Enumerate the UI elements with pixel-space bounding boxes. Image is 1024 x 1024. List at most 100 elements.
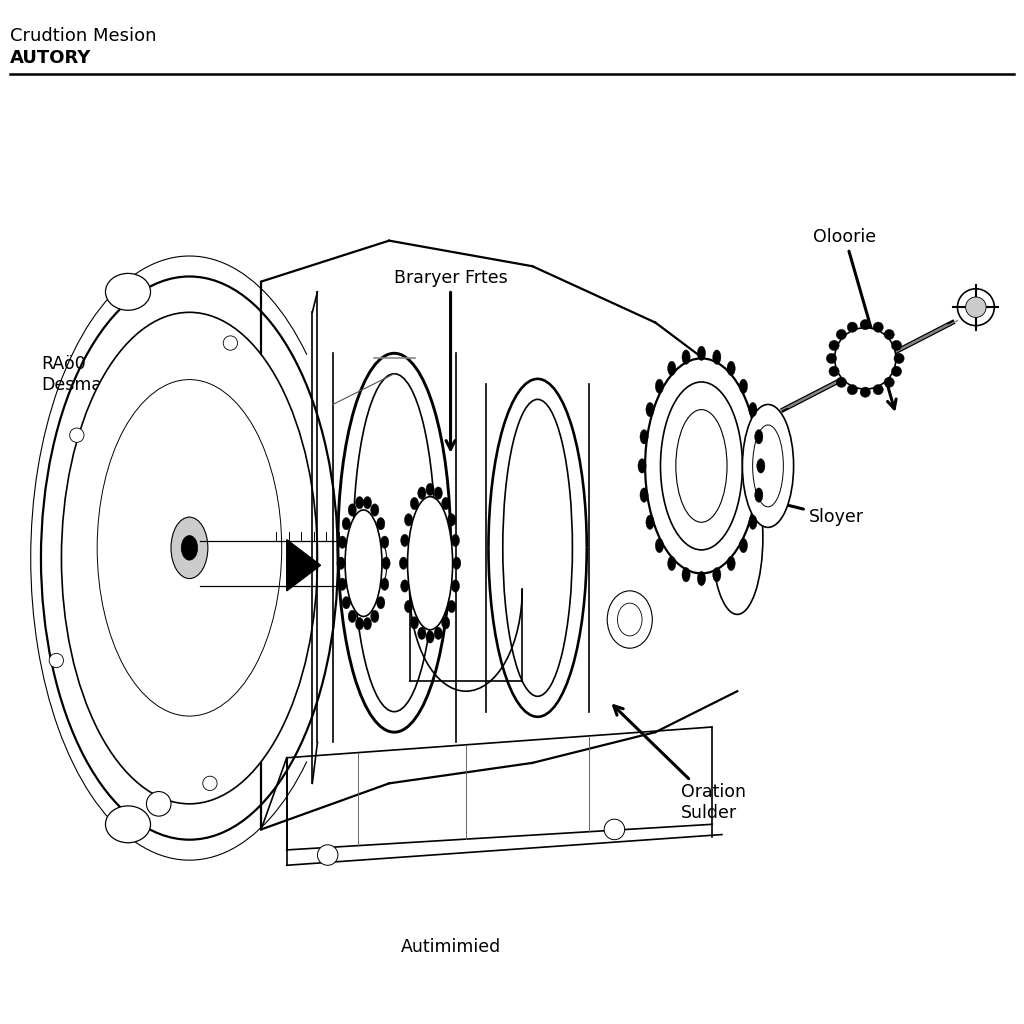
Ellipse shape xyxy=(342,597,350,609)
Ellipse shape xyxy=(604,819,625,840)
Ellipse shape xyxy=(49,653,63,668)
Ellipse shape xyxy=(697,571,706,586)
Ellipse shape xyxy=(646,402,654,417)
Ellipse shape xyxy=(755,487,763,502)
Ellipse shape xyxy=(837,330,847,340)
Ellipse shape xyxy=(860,319,870,330)
Ellipse shape xyxy=(884,377,894,387)
Ellipse shape xyxy=(829,340,840,350)
Text: Braryer Frtes: Braryer Frtes xyxy=(393,268,508,450)
Ellipse shape xyxy=(338,536,346,548)
Ellipse shape xyxy=(364,617,372,630)
Ellipse shape xyxy=(829,367,840,377)
Ellipse shape xyxy=(697,346,706,360)
Ellipse shape xyxy=(453,557,461,569)
Ellipse shape xyxy=(891,340,901,350)
Text: RAö0
Desmands: RAö0 Desmands xyxy=(41,355,216,522)
Ellipse shape xyxy=(434,627,442,639)
Ellipse shape xyxy=(847,384,857,394)
Ellipse shape xyxy=(434,487,442,500)
Ellipse shape xyxy=(348,610,356,623)
Ellipse shape xyxy=(655,539,664,553)
Ellipse shape xyxy=(342,517,350,529)
Text: Autimimied: Autimimied xyxy=(400,938,501,956)
Ellipse shape xyxy=(655,379,664,393)
Ellipse shape xyxy=(682,567,690,582)
Ellipse shape xyxy=(676,410,727,522)
Polygon shape xyxy=(287,540,321,591)
Ellipse shape xyxy=(377,597,385,609)
Ellipse shape xyxy=(826,353,837,364)
Ellipse shape xyxy=(97,380,282,716)
Ellipse shape xyxy=(371,504,379,516)
Ellipse shape xyxy=(742,404,794,527)
Ellipse shape xyxy=(181,536,198,560)
Ellipse shape xyxy=(837,377,847,387)
Text: Sloyer: Sloyer xyxy=(759,496,864,526)
Ellipse shape xyxy=(129,436,250,659)
Ellipse shape xyxy=(727,556,735,570)
Ellipse shape xyxy=(146,792,171,816)
Ellipse shape xyxy=(668,556,676,570)
Ellipse shape xyxy=(203,776,217,791)
Ellipse shape xyxy=(860,387,870,397)
Ellipse shape xyxy=(739,379,748,393)
Text: Crudtion Mesion: Crudtion Mesion xyxy=(10,27,157,45)
Ellipse shape xyxy=(749,515,757,529)
Ellipse shape xyxy=(404,600,413,612)
Ellipse shape xyxy=(400,535,409,547)
Ellipse shape xyxy=(638,459,646,473)
Ellipse shape xyxy=(645,358,758,573)
Ellipse shape xyxy=(186,543,193,553)
Ellipse shape xyxy=(757,459,765,473)
Ellipse shape xyxy=(337,557,345,569)
Ellipse shape xyxy=(617,603,642,636)
Ellipse shape xyxy=(317,845,338,865)
Ellipse shape xyxy=(105,806,151,843)
Ellipse shape xyxy=(355,497,364,509)
Ellipse shape xyxy=(682,350,690,365)
Ellipse shape xyxy=(113,409,266,687)
Ellipse shape xyxy=(171,517,208,579)
Ellipse shape xyxy=(755,430,763,444)
Ellipse shape xyxy=(426,631,434,643)
Ellipse shape xyxy=(105,273,151,310)
Ellipse shape xyxy=(400,580,409,592)
Ellipse shape xyxy=(441,616,450,629)
Text: Oration
Sulder: Oration Sulder xyxy=(613,706,745,822)
Ellipse shape xyxy=(847,323,857,333)
Ellipse shape xyxy=(749,402,757,417)
Ellipse shape xyxy=(371,610,379,623)
Ellipse shape xyxy=(452,580,460,592)
Ellipse shape xyxy=(891,367,901,377)
Ellipse shape xyxy=(411,498,419,510)
Ellipse shape xyxy=(447,600,456,612)
Ellipse shape xyxy=(61,312,317,804)
Ellipse shape xyxy=(646,515,654,529)
Ellipse shape xyxy=(739,539,748,553)
Ellipse shape xyxy=(957,289,994,326)
Ellipse shape xyxy=(426,483,434,496)
Text: Oloorie: Oloorie xyxy=(813,227,896,409)
Ellipse shape xyxy=(381,536,389,548)
Ellipse shape xyxy=(345,510,382,616)
Ellipse shape xyxy=(452,535,460,547)
Ellipse shape xyxy=(884,330,894,340)
Ellipse shape xyxy=(381,579,389,591)
Ellipse shape xyxy=(668,361,676,376)
Ellipse shape xyxy=(382,557,390,569)
Ellipse shape xyxy=(640,487,648,502)
Ellipse shape xyxy=(727,361,735,376)
Ellipse shape xyxy=(418,487,426,500)
Ellipse shape xyxy=(660,382,742,550)
Ellipse shape xyxy=(408,497,453,630)
Ellipse shape xyxy=(338,579,346,591)
Ellipse shape xyxy=(364,497,372,509)
Ellipse shape xyxy=(441,498,450,510)
Ellipse shape xyxy=(371,541,387,586)
Ellipse shape xyxy=(144,465,234,631)
Ellipse shape xyxy=(70,428,84,442)
Text: AUTORY: AUTORY xyxy=(10,49,91,68)
Ellipse shape xyxy=(411,616,419,629)
Ellipse shape xyxy=(399,557,408,569)
